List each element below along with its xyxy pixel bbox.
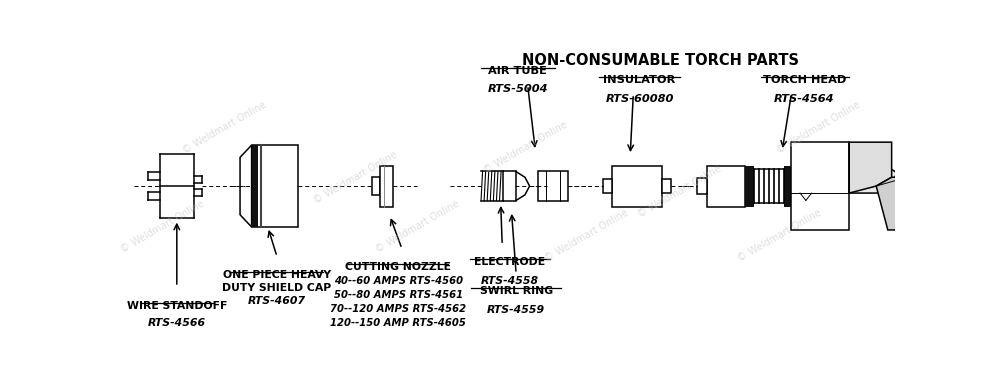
Text: RTS-4559: RTS-4559 [486,305,545,315]
Text: © Weldmart Online: © Weldmart Online [774,100,861,155]
Polygon shape [849,142,891,193]
Text: 70--120 AMPS RTS-4562: 70--120 AMPS RTS-4562 [330,304,466,314]
Bar [611,166,662,207]
Text: © Weldmart Online: © Weldmart Online [635,164,723,220]
Bar [697,178,706,194]
Bar [662,179,671,193]
Bar [372,177,380,195]
Text: © Weldmart Online: © Weldmart Online [119,199,207,255]
Text: NON-CONSUMABLE TORCH PARTS: NON-CONSUMABLE TORCH PARTS [521,53,798,68]
Bar [538,171,568,201]
Bar [790,142,848,230]
Text: © Weldmart Online: © Weldmart Online [374,199,460,255]
Bar [380,166,393,207]
Text: RTS-60080: RTS-60080 [604,94,673,104]
Text: INSULATOR: INSULATOR [602,75,675,85]
Text: RTS-5004: RTS-5004 [487,84,548,94]
Text: 50--80 AMPS RTS-4561: 50--80 AMPS RTS-4561 [333,290,462,300]
Text: © Weldmart Online: © Weldmart Online [312,149,399,205]
Text: RTS-4607: RTS-4607 [248,296,306,306]
Text: CUTTING NOZZLE: CUTTING NOZZLE [345,262,450,272]
Text: © Weldmart Online: © Weldmart Online [543,208,630,264]
Bar [602,179,611,193]
Polygon shape [240,145,251,227]
Bar [502,171,515,201]
Text: ONE PIECE HEAVY
DUTY SHIELD CAP: ONE PIECE HEAVY DUTY SHIELD CAP [223,270,331,293]
Bar [251,145,257,227]
Polygon shape [849,142,897,193]
Text: AIR TUBE: AIR TUBE [488,66,547,76]
Text: 120--150 AMP RTS-4605: 120--150 AMP RTS-4605 [330,318,465,328]
Text: WIRE STANDOFF: WIRE STANDOFF [126,301,227,311]
Text: ELECTRODE: ELECTRODE [474,257,545,267]
Polygon shape [876,177,911,230]
Bar [251,145,297,227]
Text: © Weldmart Online: © Weldmart Online [481,120,569,176]
Text: RTS-4566: RTS-4566 [147,318,206,328]
Text: SWIRL RING: SWIRL RING [479,286,552,296]
Text: © Weldmart Online: © Weldmart Online [736,208,823,264]
Text: RTS-4558: RTS-4558 [480,276,539,286]
Bar [745,166,753,207]
Text: TORCH HEAD: TORCH HEAD [762,75,845,85]
Text: © Weldmart Online: © Weldmart Online [181,100,268,155]
Text: 40--60 AMPS RTS-4560: 40--60 AMPS RTS-4560 [333,276,462,286]
Bar [783,166,790,207]
Text: RTS-4564: RTS-4564 [773,94,834,104]
Bar [706,166,745,207]
